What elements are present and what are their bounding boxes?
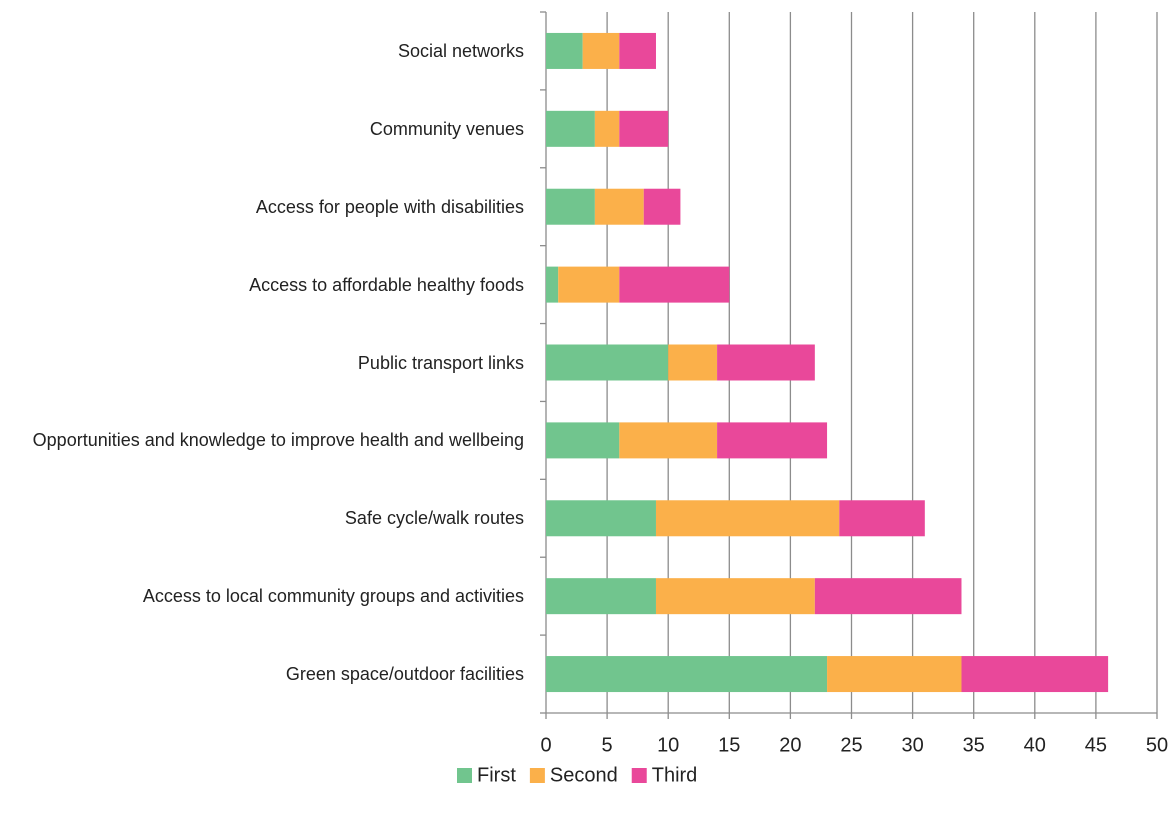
x-tick-label: 45 bbox=[1085, 734, 1107, 756]
bar-segment bbox=[546, 578, 656, 615]
bar-segment bbox=[961, 656, 1109, 693]
x-tick-label: 40 bbox=[1024, 734, 1046, 756]
y-tick-label: Community venues bbox=[369, 118, 524, 139]
bar-segment bbox=[546, 188, 595, 225]
bar-segment bbox=[717, 344, 815, 381]
bar-segment bbox=[594, 110, 620, 147]
y-tick-label: Green space/outdoor facilities bbox=[285, 664, 524, 685]
y-tick-label: Access for people with disabilities bbox=[255, 196, 524, 217]
legend-swatch bbox=[529, 768, 545, 783]
x-tick-label: 15 bbox=[718, 734, 740, 756]
bar-segment bbox=[546, 110, 595, 147]
bar-segment bbox=[582, 32, 620, 69]
bar-segment bbox=[546, 422, 620, 459]
bar-segment bbox=[546, 344, 669, 381]
legend-label: First bbox=[477, 764, 516, 786]
bar-segment bbox=[814, 578, 962, 615]
y-tick-label: Access to local community groups and act… bbox=[142, 586, 524, 607]
bar-segment bbox=[546, 32, 583, 69]
legend-swatch bbox=[457, 768, 472, 783]
bar-segment bbox=[839, 500, 925, 537]
y-tick-label: Social networks bbox=[397, 40, 524, 61]
bar-segment bbox=[619, 266, 730, 303]
x-tick-label: 5 bbox=[602, 734, 613, 756]
bar-segment bbox=[546, 656, 828, 693]
bar-segment bbox=[594, 188, 644, 225]
bar-segment bbox=[619, 422, 718, 459]
x-tick-label: 30 bbox=[901, 734, 923, 756]
x-tick-label: 10 bbox=[657, 734, 679, 756]
x-tick-label: 0 bbox=[540, 734, 551, 756]
bar-segment bbox=[643, 188, 681, 225]
x-tick-label: 35 bbox=[963, 734, 985, 756]
bar-segment bbox=[546, 500, 656, 537]
y-tick-label: Opportunities and knowledge to improve h… bbox=[32, 430, 524, 451]
bar-segment bbox=[655, 578, 815, 615]
bar-segment bbox=[546, 266, 559, 303]
x-tick-label: 25 bbox=[840, 734, 862, 756]
bar-segment bbox=[558, 266, 620, 303]
bar-segment bbox=[827, 656, 962, 693]
y-tick-label: Safe cycle/walk routes bbox=[344, 508, 524, 529]
legend-label: Second bbox=[550, 764, 618, 786]
y-tick-label: Public transport links bbox=[357, 352, 524, 373]
bar-segment bbox=[619, 110, 669, 147]
bar-segment bbox=[717, 422, 828, 459]
x-tick-label: 50 bbox=[1146, 734, 1168, 756]
bar-segment bbox=[619, 32, 656, 69]
bar-segment bbox=[668, 344, 718, 381]
legend-swatch bbox=[631, 768, 647, 783]
bar-segment bbox=[655, 500, 840, 537]
x-tick-label: 20 bbox=[779, 734, 801, 756]
legend-label: Third bbox=[652, 764, 698, 786]
y-tick-label: Access to affordable healthy foods bbox=[249, 274, 524, 295]
